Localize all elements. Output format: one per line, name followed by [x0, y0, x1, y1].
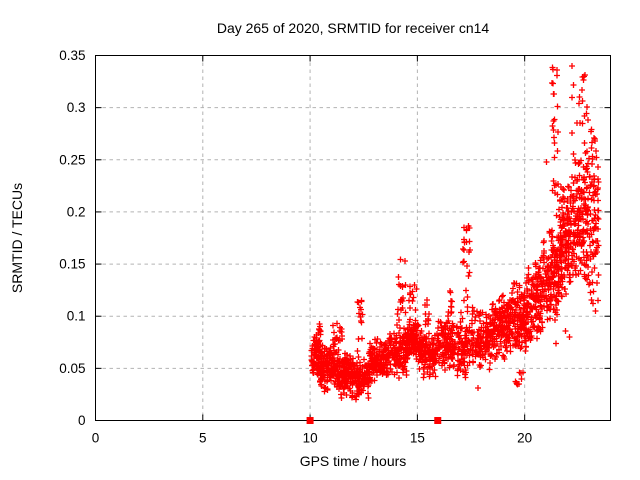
y-tick-label: 0.3 — [67, 100, 86, 115]
chart-title: Day 265 of 2020, SRMTID for receiver cn1… — [217, 20, 490, 36]
x-tick-label: 0 — [92, 431, 100, 446]
zero-event-square — [306, 417, 314, 424]
y-tick-label: 0 — [78, 413, 86, 428]
x-tick-label: 5 — [199, 431, 207, 446]
y-tick-label: 0.25 — [59, 152, 85, 167]
x-tick-label: 15 — [410, 431, 425, 446]
data-points — [308, 63, 602, 403]
y-tick-label: 0.05 — [59, 361, 85, 376]
zero-event-square — [434, 417, 442, 424]
zero-event-markers — [306, 417, 442, 424]
y-tick-label: 0.1 — [67, 309, 86, 324]
x-tick-label: 20 — [517, 431, 532, 446]
y-tick-label: 0.15 — [59, 257, 85, 272]
y-tick-label: 0.2 — [67, 204, 86, 219]
y-axis-label: SRMTID / TECUs — [9, 183, 25, 293]
x-axis-label: GPS time / hours — [300, 453, 407, 469]
plot-border — [95, 55, 611, 421]
y-tick-label: 0.35 — [59, 48, 85, 63]
x-tick-label: 10 — [303, 431, 318, 446]
tick-labels: 0 5 10 15 20 0 0.05 0.1 0.15 0.2 0.25 0.3 0.35 — [59, 48, 532, 446]
